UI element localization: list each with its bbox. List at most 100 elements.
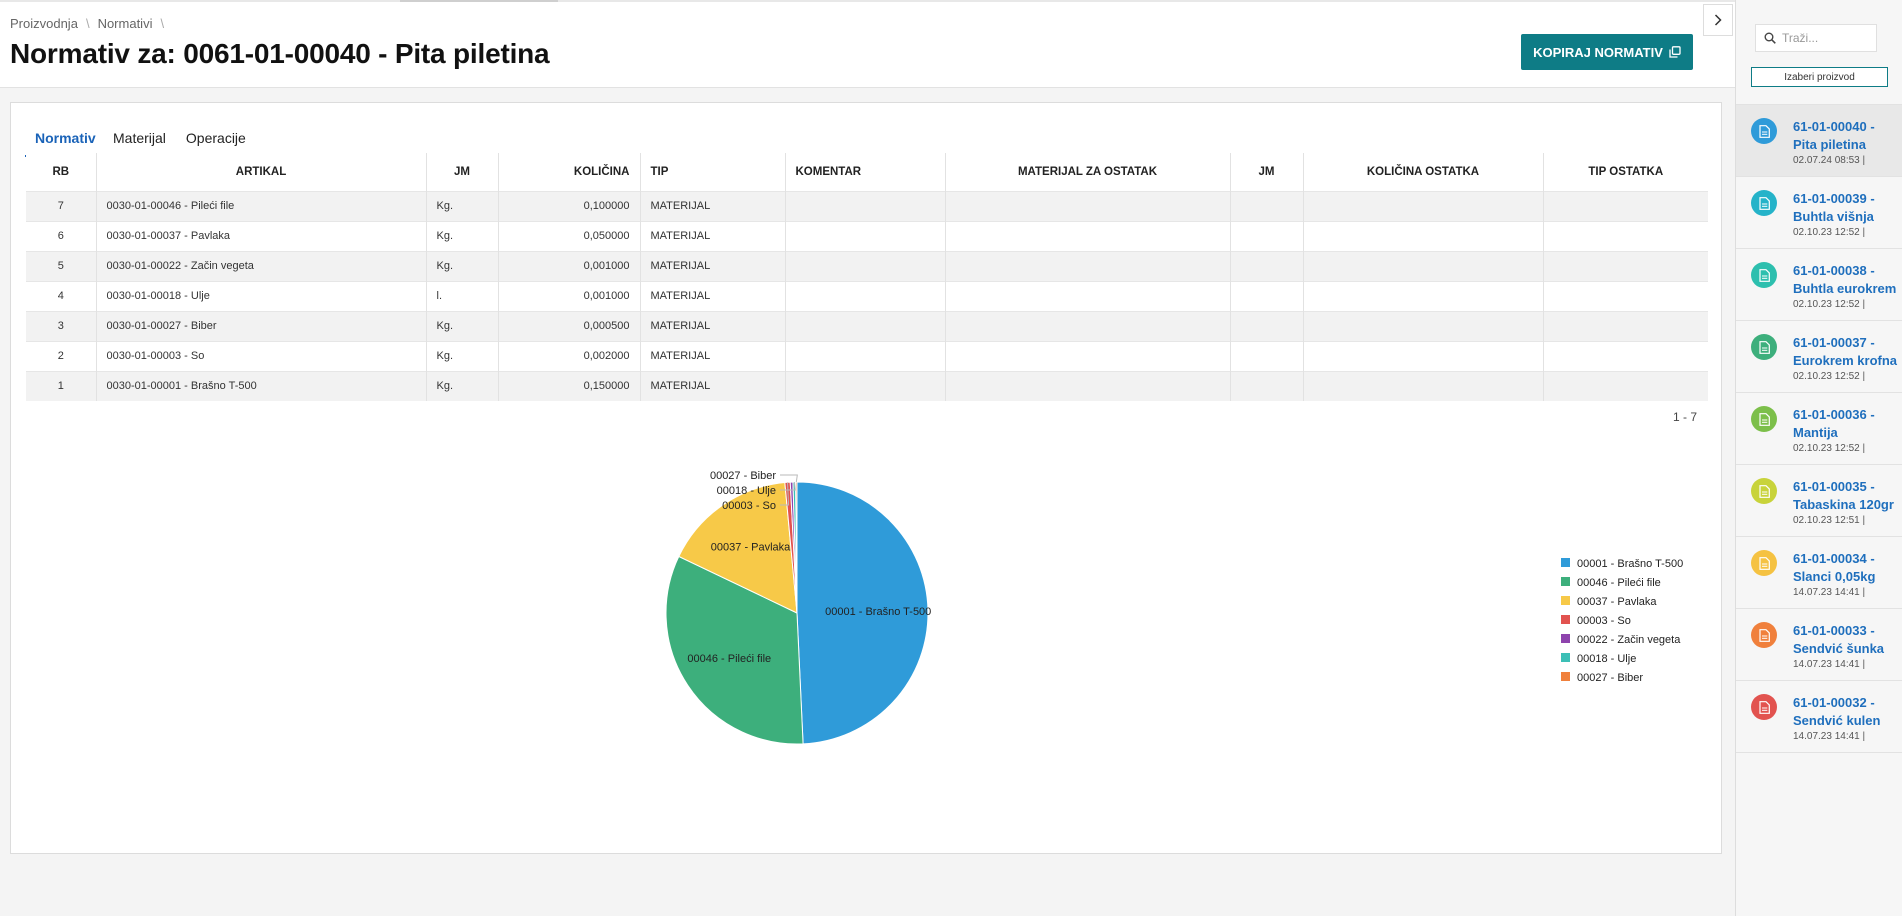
cell-jm: l. [426,280,499,311]
cell-artikal: 0030-01-00018 - Ulje [96,280,427,311]
cell-rb: 4 [26,280,97,311]
table-body: 7 0030-01-00046 - Pileći file Kg. 0,100000 M… [26,190,1708,401]
cell-kolicina-ostatka [1303,310,1544,341]
product-title-link[interactable]: 61-01-00034 - Slanci 0,05kg [1793,551,1876,584]
product-list-item[interactable]: 61-01-00038 - Buhtla eurokrem 02.10.23 12… [1736,249,1902,321]
table-row[interactable]: 6 0030-01-00037 - Pavlaka Kg. 0,050000 MATER… [26,220,1708,251]
product-title-link[interactable]: 61-01-00032 - Sendvić kulen [1793,695,1881,728]
pie-slice[interactable] [665,555,804,745]
product-title-link[interactable]: 61-01-00036 - Mantija [1793,407,1875,440]
search-input[interactable] [1782,31,1874,45]
cell-kolicina-ostatka [1303,220,1544,251]
column-header-rb[interactable]: RB [26,153,97,191]
cell-artikal: 0030-01-00037 - Pavlaka [96,220,427,251]
cell-tip-ostatka [1543,190,1708,221]
cell-tip: MATERIJAL [640,250,786,281]
cell-tip: MATERIJAL [640,370,786,401]
breadcrumb-item-normativi[interactable]: Normativi [97,16,153,31]
column-header-jm[interactable]: JM [426,153,499,191]
pie-callout-line [780,474,798,483]
product-list-item[interactable]: 61-01-00037 - Eurokrem krofna 02.10.23 12… [1736,321,1902,393]
tab-materijal[interactable]: Materijal [113,130,166,146]
collapse-sidebar-button[interactable] [1703,4,1733,36]
page-title-value: 0061-01-00040 - Pita piletina [183,38,550,69]
cell-artikal: 0030-01-00027 - Biber [96,310,427,341]
legend-swatch [1561,596,1570,605]
pie-legend: 00001 - Brašno T-500 00046 - Pileći file 0… [1561,558,1683,684]
product-title-link[interactable]: 61-01-00038 - Buhtla eurokrem [1793,263,1897,296]
cell-materijal-za-ostatak [945,310,1231,341]
table-row[interactable]: 4 0030-01-00018 - Ulje l. 0,001000 MATERIJAL [26,280,1708,311]
cell-kolicina-ostatka [1303,190,1544,221]
legend-label[interactable]: 00018 - Ulje [1577,653,1636,665]
document-icon [1751,262,1777,288]
cell-materijal-za-ostatak [945,370,1231,401]
table-row[interactable]: 5 0030-01-00022 - Začin vegeta Kg. 0,001000… [26,250,1708,281]
product-date: 14.07.23 14:41 | [1793,587,1866,598]
legend-label[interactable]: 00037 - Pavlaka [1577,596,1657,608]
cell-tip-ostatka [1543,280,1708,311]
choose-product-button[interactable]: Izaberi proizvod [1751,67,1888,87]
pie-slice[interactable] [678,482,798,614]
cell-materijal-za-ostatak [945,190,1231,221]
pie-slice[interactable] [795,481,798,614]
product-title-link[interactable]: 61-01-00037 - Eurokrem krofna [1793,335,1898,368]
chevron-right-icon [1714,14,1722,26]
cell-kolicina-ostatka [1303,250,1544,281]
breadcrumb-item-proizvodnja[interactable]: Proizvodnja [10,16,78,31]
column-header-tip[interactable]: TIP [640,153,786,191]
column-header-komentar[interactable]: KOMENTAR [785,153,946,191]
table-row[interactable]: 1 0030-01-00001 - Brašno T-500 Kg. 0,150000… [26,370,1708,401]
table-row[interactable]: 7 0030-01-00046 - Pileći file Kg. 0,100000 M… [26,190,1708,221]
product-title-link[interactable]: 61-01-00039 - Buhtla višnja [1793,191,1875,224]
column-header-kolicina-ostatka[interactable]: KOLIČINA OSTATKA [1303,153,1544,191]
cell-komentar [785,310,946,341]
product-list-item[interactable]: 61-01-00035 - Tabaskina 120gr 02.10.23 12… [1736,465,1902,537]
pie-chart: 00001 - Brašno T-500 00046 - Pileći file 0… [665,470,1683,745]
pie-slice[interactable] [796,481,929,745]
table-row[interactable]: 3 0030-01-00027 - Biber Kg. 0,000500 MATERIJ… [26,310,1708,341]
product-list-item[interactable]: 61-01-00040 - Pita piletina 02.07.24 08:5… [1736,105,1902,177]
legend-label[interactable]: 00046 - Pileći file [1577,577,1661,589]
legend-label[interactable]: 00003 - So [1577,615,1631,627]
cell-rb: 5 [26,250,97,281]
column-header-materijal-za-ostatak[interactable]: MATERIJAL ZA OSTATAK [945,153,1231,191]
copy-normativ-button[interactable]: KOPIRAJ NORMATIV [1521,34,1693,70]
product-list-item[interactable]: 61-01-00033 - Sendvić šunka 14.07.23 14:4… [1736,609,1902,681]
document-icon [1751,694,1777,720]
cell-rb: 1 [26,370,97,401]
cell-jm: Kg. [426,190,499,221]
cell-materijal-za-ostatak [945,280,1231,311]
cell-kolicina: 0,002000 [498,340,641,371]
legend-label[interactable]: 00001 - Brašno T-500 [1577,558,1683,570]
product-list-item[interactable]: 61-01-00039 - Buhtla višnja 02.10.23 12:5… [1736,177,1902,249]
product-title-link[interactable]: 61-01-00040 - Pita piletina [1793,119,1875,152]
legend-label[interactable]: 00027 - Biber [1577,672,1643,684]
tab-normativ[interactable]: Normativ [25,121,103,157]
product-list: 61-01-00040 - Pita piletina 02.07.24 08:5… [1736,104,1902,753]
product-list-item[interactable]: 61-01-00032 - Sendvić kulen 14.07.23 14:4… [1736,681,1902,753]
legend-swatch [1561,672,1570,681]
table-row[interactable]: 2 0030-01-00003 - So Kg. 0,002000 MATERIJAL [26,340,1708,371]
legend-label[interactable]: 00022 - Začin vegeta [1577,634,1681,646]
cell-materijal-za-ostatak [945,340,1231,371]
legend-swatch [1561,634,1570,643]
cell-tip: MATERIJAL [640,220,786,251]
column-header-artikal[interactable]: ARTIKAL [96,153,427,191]
pie-callout-label: 00018 - Ulje [717,485,776,497]
tab-operacije[interactable]: Operacije [185,130,246,146]
cell-tip-ostatka [1543,370,1708,401]
product-list-item[interactable]: 61-01-00034 - Slanci 0,05kg 14.07.23 14:4… [1736,537,1902,609]
product-title-link[interactable]: 61-01-00033 - Sendvić šunka [1793,623,1885,656]
product-list-item[interactable]: 61-01-00036 - Mantija 02.10.23 12:52 | [1736,393,1902,465]
column-header-jm-ostatka[interactable]: JM [1230,153,1304,191]
copy-normativ-label: KOPIRAJ NORMATIV [1533,44,1663,60]
product-title-link[interactable]: 61-01-00035 - Tabaskina 120gr [1793,479,1894,512]
column-header-tip-ostatka[interactable]: TIP OSTATKA [1543,153,1708,191]
cell-jm-ostatka [1230,250,1304,281]
breadcrumb-separator: \ [85,16,90,31]
cell-tip: MATERIJAL [640,190,786,221]
pie-callout-line [780,482,790,506]
column-header-kolicina[interactable]: KOLIČINA [498,153,641,191]
pie-callouts: 00001 - Brašno T-500 00046 - Pileći file 0… [687,470,931,665]
